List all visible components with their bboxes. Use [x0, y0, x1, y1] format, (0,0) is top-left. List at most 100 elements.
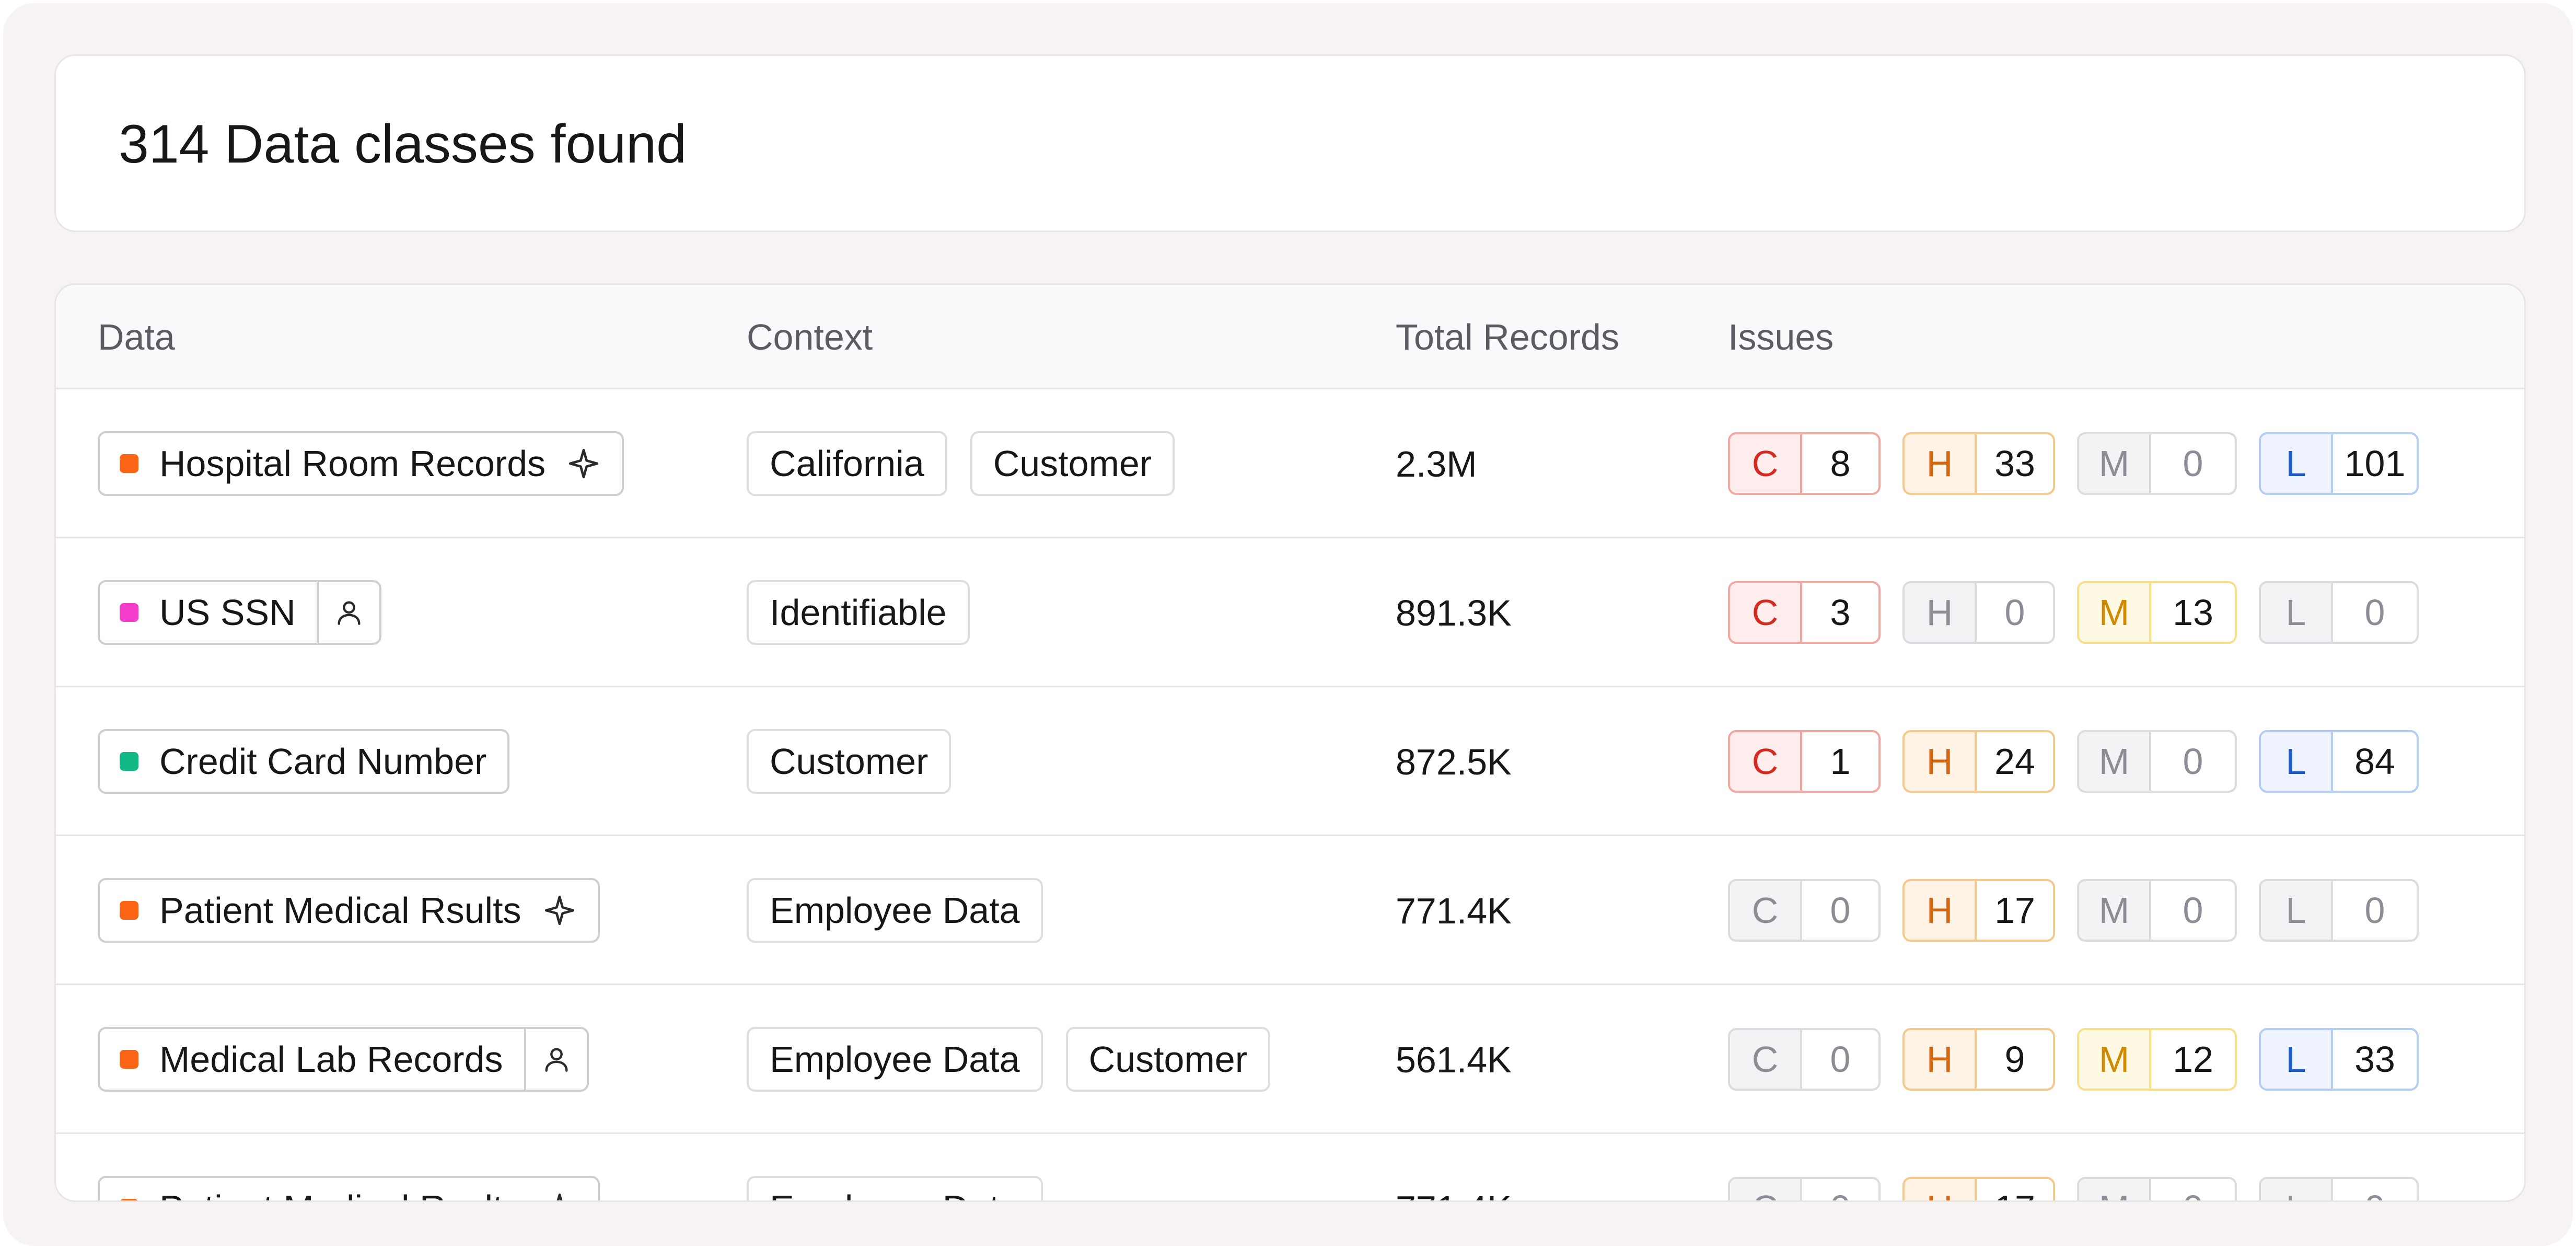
issue-count: 17	[1977, 1179, 2053, 1200]
table-row[interactable]: Medical Lab Records Employee Data Customer…	[56, 985, 2524, 1134]
issue-badges: C 8 H 33 M 0 L 101	[1728, 432, 2419, 495]
severity-letter: L	[2261, 583, 2333, 642]
low-issues-badge[interactable]: L 84	[2259, 730, 2419, 793]
severity-letter: M	[2079, 583, 2151, 642]
data-class-name: Hospital Room Records	[159, 443, 546, 484]
medium-issues-badge[interactable]: M0	[2077, 1177, 2237, 1200]
results-header: 314 Data classes found	[54, 54, 2526, 232]
table-header: Data Context Total Records Issues	[56, 285, 2524, 389]
data-class-chip[interactable]: Patient Medical Rsults	[98, 878, 600, 943]
high-issues-badge[interactable]: H 17	[1902, 879, 2055, 942]
issue-count: 33	[2354, 1039, 2395, 1080]
data-class-chip[interactable]: Hospital Room Records	[98, 431, 624, 496]
data-class-chip[interactable]: Patient Medical Rsults	[98, 1176, 600, 1200]
context-tag[interactable]: Employee Data	[747, 878, 1043, 943]
column-header-context[interactable]: Context	[747, 317, 873, 357]
sparkle-icon	[566, 446, 601, 481]
context-tags: Customer	[747, 729, 952, 794]
total-records: 771.4K	[1396, 891, 1512, 931]
severity-letter: C	[1730, 434, 1802, 493]
context-tag[interactable]: California	[747, 431, 947, 496]
color-dot	[120, 454, 138, 473]
severity-letter: H	[1905, 732, 1977, 791]
total-records: 891.3K	[1396, 593, 1512, 633]
data-class-name: Patient Medical Rsults	[159, 1187, 521, 1200]
severity-letter: M	[2079, 434, 2151, 493]
severity-letter: L	[2261, 881, 2333, 940]
data-classes-table: Data Context Total Records Issues Hospit…	[54, 283, 2526, 1202]
data-class-chip[interactable]: US SSN	[98, 580, 381, 645]
color-dot	[120, 752, 138, 771]
total-records: 561.4K	[1396, 1039, 1512, 1080]
context-tags: Employee Data	[747, 1176, 1043, 1200]
medium-issues-badge[interactable]: M 13	[2077, 581, 2237, 644]
person-icon	[316, 582, 379, 643]
issue-count: 17	[1994, 890, 2035, 931]
high-issues-badge[interactable]: H 24	[1902, 730, 2055, 793]
color-dot	[120, 603, 138, 622]
severity-letter: L	[2261, 1179, 2333, 1200]
color-dot	[120, 901, 138, 920]
context-tag[interactable]: Customer	[747, 729, 952, 794]
issue-count: 24	[1994, 741, 2035, 782]
issue-badges: C 0 H 9 M 12 L 33	[1728, 1028, 2419, 1091]
table-row[interactable]: Patient Medical Rsults Employee Data 771.4…	[56, 1134, 2524, 1200]
context-tag[interactable]: Customer	[970, 431, 1175, 496]
total-records: 2.3M	[1396, 444, 1477, 484]
column-header-data[interactable]: Data	[98, 317, 175, 357]
issue-count: 1	[1830, 741, 1851, 782]
issue-badges: C 1 H 24 M 0 L 84	[1728, 730, 2419, 793]
issue-badges: C 3 H 0 M 13 L 0	[1728, 581, 2419, 644]
critical-issues-badge[interactable]: C0	[1728, 1177, 1881, 1200]
context-tag[interactable]: Customer	[1065, 1027, 1271, 1092]
severity-letter: C	[1730, 732, 1802, 791]
high-issues-badge[interactable]: H 33	[1902, 432, 2055, 495]
severity-letter: L	[2261, 434, 2333, 493]
issue-count: 84	[2354, 741, 2395, 782]
context-tag[interactable]: Identifiable	[747, 580, 970, 645]
severity-letter: M	[2079, 1030, 2151, 1089]
column-header-total-records[interactable]: Total Records	[1396, 317, 1619, 357]
high-issues-badge[interactable]: H17	[1902, 1177, 2055, 1200]
issue-count: 12	[2173, 1039, 2213, 1080]
table-row[interactable]: Patient Medical Rsults Employee Data 771.4…	[56, 836, 2524, 985]
issue-count: 9	[2004, 1039, 2025, 1080]
issue-count: 33	[1994, 443, 2035, 484]
issue-count: 0	[1802, 1179, 1878, 1200]
table-row[interactable]: Hospital Room Records California Customer 2…	[56, 389, 2524, 538]
issue-count: 0	[2004, 592, 2025, 633]
column-header-issues[interactable]: Issues	[1728, 317, 1834, 357]
context-tags: Employee Data Customer	[747, 1027, 1271, 1092]
low-issues-badge[interactable]: L 101	[2259, 432, 2419, 495]
total-records: 771.4K	[1396, 1186, 1512, 1200]
low-issues-badge[interactable]: L0	[2259, 1177, 2419, 1200]
data-class-chip[interactable]: Credit Card Number	[98, 729, 510, 794]
data-class-name: Credit Card Number	[159, 741, 487, 782]
severity-letter: H	[1905, 434, 1977, 493]
issue-count: 0	[2151, 1179, 2235, 1200]
low-issues-badge[interactable]: L 33	[2259, 1028, 2419, 1091]
context-tags: California Customer	[747, 431, 1175, 496]
severity-letter: H	[1905, 881, 1977, 940]
table-row[interactable]: Credit Card Number Customer 872.5K C 1 H 24 M 0 L…	[56, 687, 2524, 836]
table-row[interactable]: US SSN Identifiable 891.3K C 3 H 0 M 13 L 0	[56, 538, 2524, 687]
severity-letter: H	[1905, 583, 1977, 642]
severity-letter: M	[2079, 732, 2151, 791]
context-tag[interactable]: Employee Data	[747, 1176, 1043, 1200]
medium-issues-badge[interactable]: M 12	[2077, 1028, 2237, 1091]
context-tag[interactable]: Employee Data	[747, 1027, 1043, 1092]
data-class-chip[interactable]: Medical Lab Records	[98, 1027, 589, 1092]
